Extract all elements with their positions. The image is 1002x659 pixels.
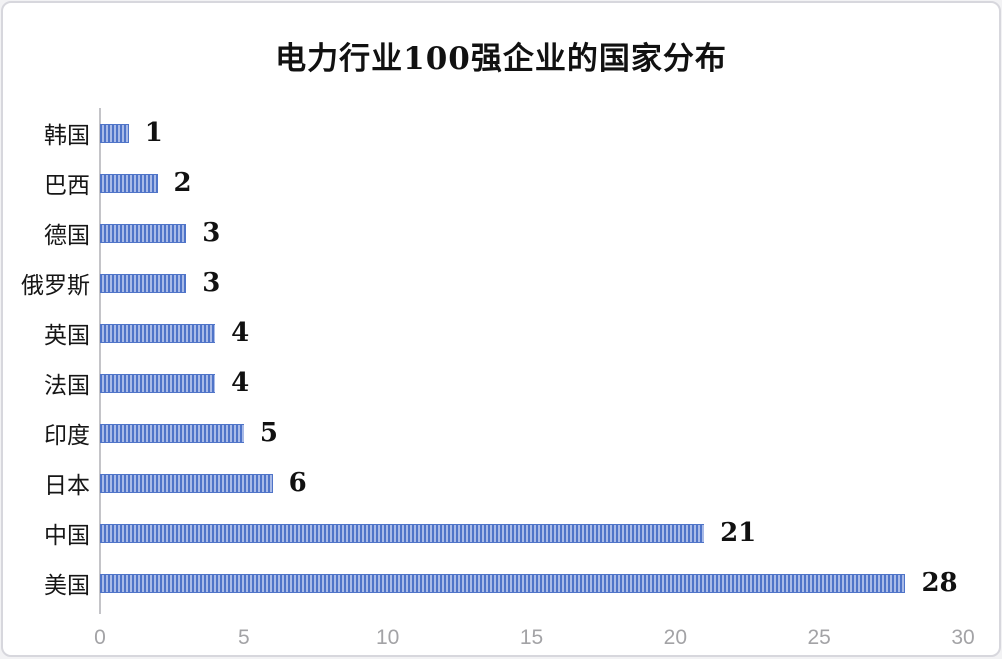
category-label: 印度 (44, 423, 90, 449)
x-axis: 0 5 10 15 20 25 30 (94, 618, 975, 655)
category-label: 韩国 (44, 123, 90, 149)
chart-row: 中国 21 (44, 508, 963, 558)
category-label: 巴西 (44, 173, 90, 199)
category-label: 俄罗斯 (21, 273, 90, 299)
bar-value-label: 21 (720, 518, 757, 548)
y-axis-line (99, 108, 101, 614)
category-label: 中国 (44, 523, 90, 549)
bar-value-label: 6 (288, 468, 307, 498)
bar-value-label: 3 (202, 268, 221, 298)
x-axis-tick-label: 20 (663, 626, 688, 649)
chart-title: 电力行业100强企业的国家分布 (275, 41, 727, 77)
chart-row: 印度 5 (44, 408, 963, 458)
bar (100, 523, 705, 543)
chart-row: 日本 6 (44, 458, 963, 508)
chart-row: 韩国 1 (44, 108, 963, 158)
bar-value-label: 4 (231, 318, 250, 348)
category-label: 法国 (44, 373, 90, 399)
bar-value-label: 4 (231, 368, 250, 398)
bar (100, 373, 216, 393)
category-label: 德国 (44, 223, 90, 249)
bar (100, 273, 187, 293)
plot-area: 韩国 1 巴西 2 德国 3 俄罗斯 3 英国 4 法国 4 印度 5 日本 6 中国 21 美国 28 (21, 108, 963, 614)
chart-row: 德国 3 (44, 208, 963, 258)
chart-row: 英国 4 (44, 308, 963, 358)
chart-row: 美国 28 (44, 558, 963, 608)
x-axis-tick-label: 5 (237, 626, 250, 649)
bar-value-label: 28 (921, 568, 958, 598)
x-axis-tick-label: 25 (807, 626, 831, 649)
bar (100, 473, 273, 493)
category-label: 英国 (44, 323, 90, 349)
x-axis-tick-label: 0 (94, 626, 106, 649)
category-label: 美国 (44, 573, 90, 599)
bar-value-label: 1 (144, 118, 163, 148)
chart-row: 俄罗斯 3 (21, 258, 963, 308)
bar (100, 173, 158, 193)
x-axis-tick-label: 10 (375, 626, 400, 649)
category-label: 日本 (44, 473, 90, 499)
bar-chart: 韩国 1 巴西 2 德国 3 俄罗斯 3 英国 4 法国 4 印度 5 日本 6 中国 21 美国 28 0 5 10 15… (3, 108, 999, 655)
x-axis-tick-label: 15 (519, 626, 544, 649)
chart-row: 法国 4 (44, 358, 963, 408)
bar-value-label: 3 (202, 218, 221, 248)
bar (100, 223, 187, 243)
bar (100, 423, 244, 443)
chart-row: 巴西 2 (44, 158, 963, 208)
x-axis-tick-label: 30 (951, 626, 975, 649)
bar-value-label: 5 (259, 418, 278, 448)
bar-value-label: 2 (173, 168, 192, 198)
bar (100, 573, 906, 593)
bar (100, 123, 129, 143)
bar (100, 323, 216, 343)
